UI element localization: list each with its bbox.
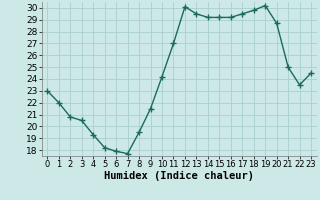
X-axis label: Humidex (Indice chaleur): Humidex (Indice chaleur) bbox=[104, 171, 254, 181]
